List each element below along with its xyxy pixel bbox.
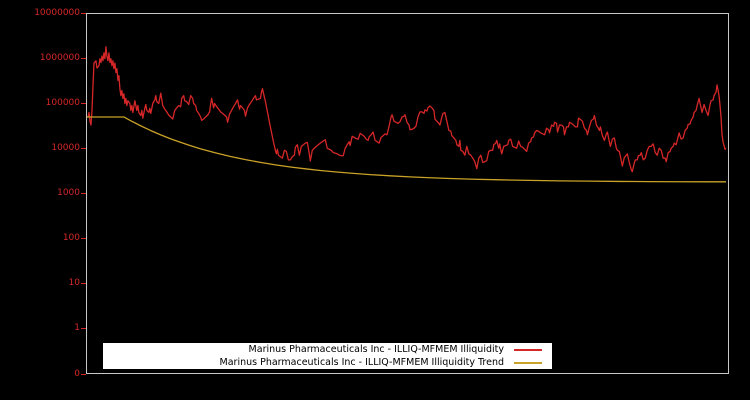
y-tick-mark — [81, 58, 86, 59]
legend-label-illiquidity: Marinus Pharmaceuticals Inc - ILLIQ-MFME… — [248, 343, 504, 355]
y-tick-mark — [81, 283, 86, 284]
illiquidity-line — [87, 46, 727, 173]
y-tick-mark — [81, 103, 86, 104]
legend: Marinus Pharmaceuticals Inc - ILLIQ-MFME… — [103, 343, 552, 369]
y-tick-label: 100 — [62, 233, 80, 243]
legend-entry-trend: Marinus Pharmaceuticals Inc - ILLIQ-MFME… — [103, 356, 542, 369]
chart-canvas — [87, 46, 727, 183]
legend-line-sample-illiquidity — [514, 348, 542, 351]
y-tick-label: 10 — [68, 278, 80, 288]
y-tick-label: 100000 — [45, 98, 80, 108]
plot-area — [86, 13, 729, 374]
legend-line-sample-trend — [514, 361, 542, 364]
y-tick-mark — [81, 374, 86, 375]
y-tick-label: 0 — [74, 369, 80, 379]
y-tick-mark — [81, 148, 86, 149]
legend-label-trend: Marinus Pharmaceuticals Inc - ILLIQ-MFME… — [219, 356, 504, 368]
y-tick-label: 1000000 — [39, 53, 80, 63]
y-tick-label: 10000000 — [34, 8, 80, 18]
y-tick-mark — [81, 193, 86, 194]
legend-entry-illiquidity: Marinus Pharmaceuticals Inc - ILLIQ-MFME… — [103, 343, 542, 356]
trend-line — [87, 116, 727, 183]
y-tick-mark — [81, 238, 86, 239]
y-tick-mark — [81, 328, 86, 329]
y-tick-mark — [81, 13, 86, 14]
y-tick-label: 1000 — [57, 188, 80, 198]
y-tick-label: 1 — [74, 323, 80, 333]
y-tick-label: 10000 — [51, 143, 80, 153]
